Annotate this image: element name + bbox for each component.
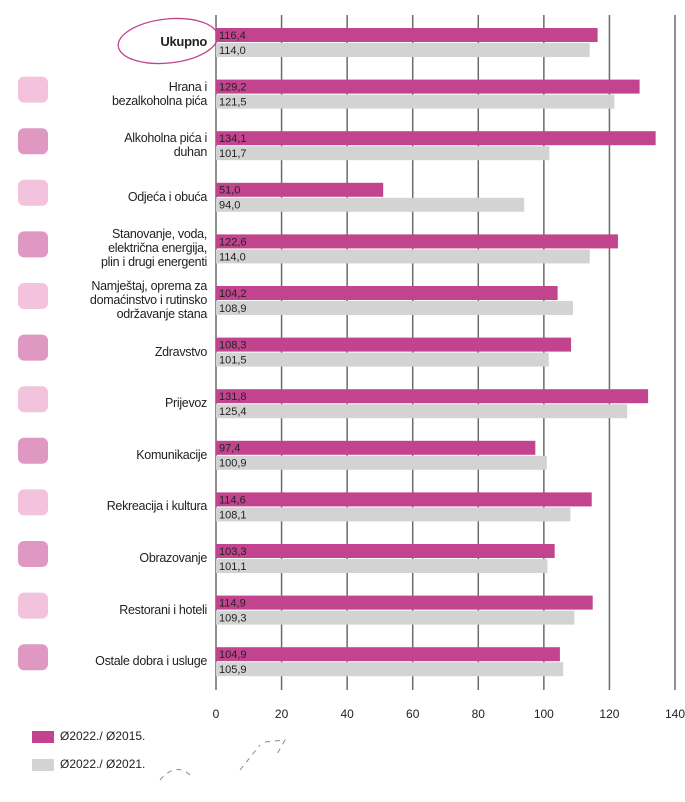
category-icon — [18, 592, 48, 619]
bar — [216, 79, 640, 94]
legend-swatch — [32, 759, 54, 771]
bar — [216, 249, 590, 264]
category-label: Komunikacije — [136, 447, 207, 462]
value-label: 94,0 — [219, 200, 240, 212]
category-icon — [18, 541, 48, 567]
value-label: 51,0 — [219, 185, 240, 197]
category-label: Zdravstvo — [154, 344, 207, 359]
category-label: Restorani i hoteli — [119, 602, 207, 617]
decoration — [159, 739, 286, 781]
x-tick-label: 20 — [275, 707, 289, 721]
category-label: Odjeća i obuća — [127, 189, 207, 204]
x-tick-label: 0 — [213, 707, 220, 721]
bar — [216, 146, 550, 161]
category-icon — [18, 128, 48, 155]
bar — [216, 337, 572, 352]
value-label: 131,8 — [219, 391, 247, 403]
category-icon — [18, 231, 48, 258]
value-label: 114,6 — [219, 494, 246, 506]
bar — [216, 352, 549, 367]
category-label: Prijevoz — [164, 396, 207, 411]
value-label: 101,7 — [219, 148, 247, 160]
value-label: 129,2 — [219, 82, 247, 94]
value-label: 103,3 — [219, 546, 247, 558]
x-tick-label: 60 — [406, 707, 420, 721]
bar — [216, 455, 547, 470]
category-label: Alkoholna pića i duhan — [124, 131, 207, 160]
bar — [216, 647, 560, 662]
category-icon — [18, 179, 48, 206]
bar — [216, 404, 628, 419]
value-label: 101,5 — [219, 355, 247, 367]
value-label: 101,1 — [219, 561, 247, 573]
value-label: 108,1 — [219, 509, 247, 521]
bar — [216, 28, 598, 42]
value-label: 108,9 — [219, 303, 247, 315]
x-tick-label: 120 — [599, 707, 619, 721]
category-icon — [18, 644, 48, 671]
value-label: 114,0 — [219, 45, 246, 57]
category-label: Ukupno — [160, 34, 207, 49]
bar — [216, 559, 548, 573]
category-label: Rekreacija i kultura — [106, 499, 208, 514]
bar — [216, 610, 575, 625]
value-label: 100,9 — [219, 458, 247, 470]
legend-label: Ø2022./ Ø2015. — [60, 729, 145, 743]
bar — [216, 492, 592, 507]
bar — [216, 389, 649, 404]
category-label: Stanovanje, voda, električna energija, p… — [101, 227, 207, 270]
category-icon — [18, 489, 48, 516]
value-label: 122,6 — [219, 236, 247, 248]
bar — [216, 301, 574, 315]
bar — [216, 595, 593, 610]
value-label: 108,3 — [219, 340, 247, 352]
bar — [216, 544, 555, 558]
value-label: 109,3 — [219, 613, 247, 625]
value-label: 116,4 — [219, 30, 246, 42]
category-label: Namještaj, oprema za domaćinstvo i rutin… — [89, 279, 207, 321]
value-label: 125,4 — [219, 406, 247, 418]
value-label: 104,9 — [219, 649, 247, 661]
category-icon — [18, 76, 48, 103]
category-icon — [18, 437, 48, 464]
category-label: Ostale dobra i usluge — [95, 654, 207, 669]
legend-label: Ø2022./ Ø2021. — [60, 757, 145, 771]
legend-swatch — [32, 731, 54, 743]
value-label: 104,2 — [219, 288, 247, 300]
value-label: 121,5 — [219, 97, 247, 109]
category-icon — [18, 386, 48, 413]
value-label: 105,9 — [219, 664, 247, 676]
value-label: 114,9 — [219, 598, 246, 610]
bar — [216, 182, 384, 197]
category-icon — [18, 334, 48, 361]
bar — [216, 234, 618, 249]
x-tick-label: 140 — [665, 707, 685, 721]
value-label: 134,1 — [219, 133, 247, 145]
category-label: Obrazovanje — [139, 551, 207, 565]
bar — [216, 197, 525, 212]
category-label: Hrana i bezalkoholna pića — [112, 79, 207, 108]
x-tick-label: 80 — [472, 707, 486, 721]
x-tick-label: 40 — [340, 707, 354, 721]
bar — [216, 507, 571, 522]
bar — [216, 43, 590, 57]
bar — [216, 662, 564, 677]
bar — [216, 440, 536, 455]
bar — [216, 286, 558, 300]
value-label: 97,4 — [219, 443, 240, 455]
bar — [216, 94, 615, 109]
value-label: 114,0 — [219, 251, 246, 263]
category-icon — [18, 283, 48, 309]
bar — [216, 131, 656, 146]
x-tick-label: 100 — [534, 707, 554, 721]
